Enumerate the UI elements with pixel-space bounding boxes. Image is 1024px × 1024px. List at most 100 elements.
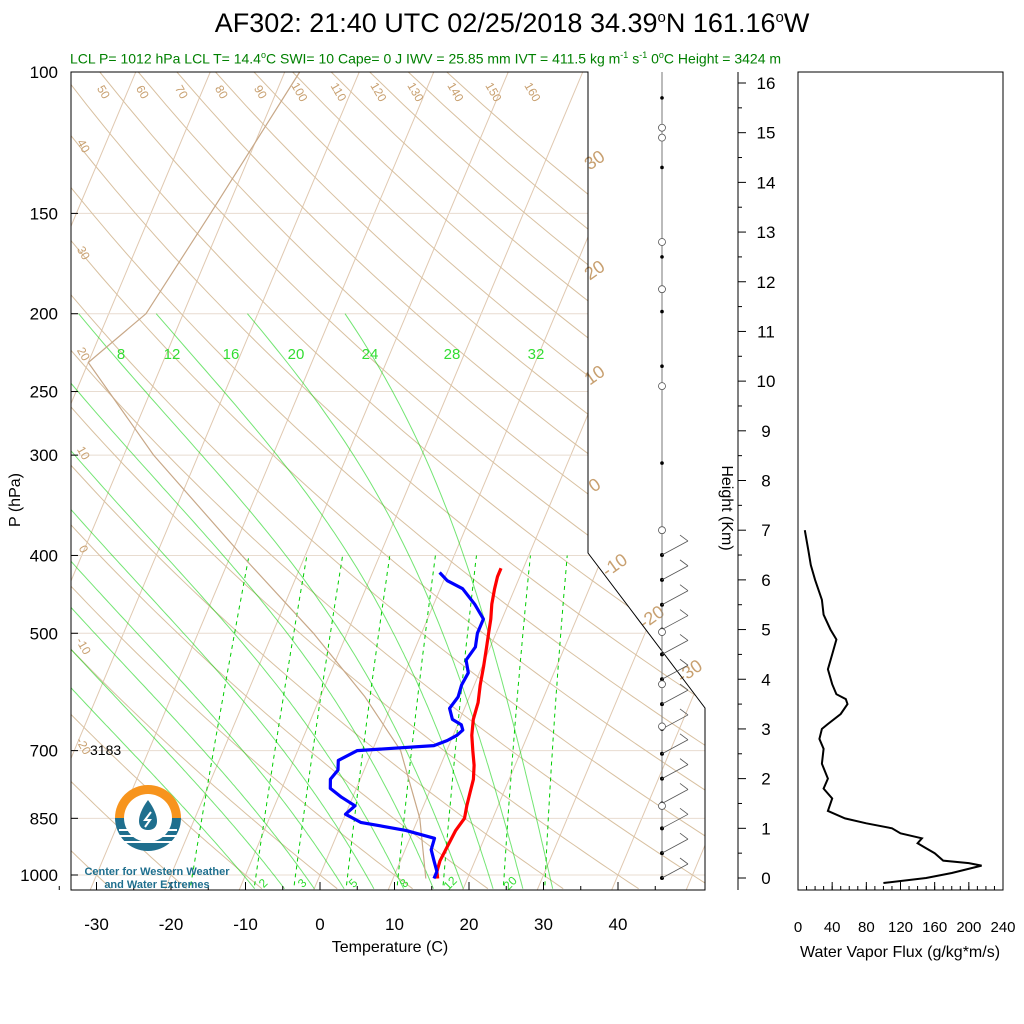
wind-barb — [661, 863, 689, 879]
height-tick-label: 11 — [757, 322, 775, 341]
dry-adiabat-label: 60 — [133, 83, 152, 102]
calm-wind-marker — [658, 628, 666, 636]
moist-adiabat-line — [71, 313, 405, 889]
dry-adiabat-line — [71, 72, 263, 890]
wind-point — [660, 364, 664, 369]
x-tick-label: 0 — [315, 915, 324, 934]
isotherm-right-label: -10 — [598, 549, 631, 580]
flux-tick-label: 80 — [858, 919, 875, 936]
calm-wind-marker — [658, 238, 666, 246]
wind-barb-flag — [679, 857, 689, 865]
mixing-ratio-line — [293, 555, 344, 886]
height-tick-label: 13 — [757, 223, 776, 242]
dry-adiabat-label: 110 — [328, 80, 350, 104]
title-lon: 161.16 — [692, 8, 776, 38]
mixing-ratio-line — [396, 555, 436, 886]
wind-point — [660, 461, 664, 465]
dry-adiabat-line — [71, 72, 705, 890]
height-tick-label: 4 — [761, 670, 770, 689]
mixing-ratio-line — [503, 555, 531, 886]
height-tick-label: 2 — [761, 770, 770, 789]
wind-barb-flag — [679, 584, 689, 592]
calm-wind-marker — [658, 123, 666, 132]
height-axis-title: Height (Km) — [718, 465, 735, 550]
height-tick-label: 10 — [757, 372, 776, 391]
flux-tick-label: 200 — [956, 919, 981, 936]
isotherm-line — [0, 35, 2, 892]
y-tick-label: 500 — [30, 624, 58, 643]
dry-adiabat-label: 150 — [482, 80, 504, 105]
wind-barb — [661, 714, 689, 730]
stats-part3: 0 — [647, 50, 659, 67]
moist-adiabat-label: 12 — [164, 346, 181, 363]
flux-panel: 0 40 80 120 160 200 240 Water Vapor Flux (g/kg*… — [794, 71, 1016, 961]
dry-adiabat-line — [71, 72, 705, 890]
wind-panel — [658, 72, 689, 880]
dry-adiabat-line — [71, 72, 564, 890]
chart-title: AF302: 21:40 UTC 02/25/2018 34.39oN 161.… — [0, 8, 1024, 39]
flux-tick-label: 40 — [824, 919, 841, 936]
height-tick-label: 9 — [761, 422, 770, 441]
mixing-ratio-label: 3 — [295, 876, 310, 891]
calm-wind-marker — [658, 526, 666, 535]
height-tick-label: 3 — [761, 720, 770, 739]
height-tick-label: 0 — [761, 869, 770, 888]
logo-line2: and Water Extremes — [104, 879, 210, 891]
wind-barb — [661, 590, 689, 606]
wind-barb-flag — [679, 733, 689, 741]
isotherm-right-label: 10 — [581, 361, 609, 389]
dry-adiabat-line — [71, 72, 705, 890]
isotherm-line — [312, 72, 674, 890]
y-tick-label: 250 — [30, 383, 58, 402]
parcel-profile-line — [87, 71, 427, 879]
calm-wind-marker — [658, 382, 666, 390]
wind-barb-flag — [679, 708, 689, 716]
y-tick-label: 200 — [30, 305, 58, 324]
dewpoint-profile-line — [328, 571, 485, 880]
wind-barb-flag — [679, 559, 689, 567]
x-tick-label: -30 — [84, 915, 109, 934]
calm-wind-marker — [658, 680, 666, 689]
title-lat-hem: N — [665, 8, 686, 38]
x-tick-label: 10 — [385, 915, 404, 934]
height-tick-label: 6 — [761, 571, 770, 590]
wind-barb — [661, 540, 689, 556]
title-lon-hem: W — [783, 8, 810, 38]
wind-barb — [661, 764, 689, 779]
isotherm-line — [163, 72, 525, 890]
height-tick-label: 12 — [757, 273, 776, 292]
wind-barb-flag — [679, 683, 689, 691]
moist-adiabat-line — [155, 313, 494, 889]
x-tick-label: -10 — [233, 915, 258, 934]
isotherm-line — [88, 72, 450, 890]
mixing-ratio-label: 8 — [397, 876, 412, 891]
stats-deg: o — [260, 50, 266, 60]
dry-adiabat-label: 90 — [251, 83, 270, 102]
height-tick-label: 14 — [757, 173, 776, 192]
wind-barb-flag — [679, 658, 689, 666]
mixing-ratio-label: 2 — [256, 876, 271, 891]
height-tick-label: 5 — [761, 621, 770, 640]
sounding-stats: LCL P= 1012 hPa LCL T= 14.4oC SWI= 10 Ca… — [70, 50, 781, 67]
stats-exp2: -1 — [639, 50, 648, 60]
isotherm-line — [71, 72, 227, 890]
skewt-profiles — [87, 71, 503, 880]
dry-adiabat-line — [71, 72, 413, 890]
title-flight: AF302: 21:40 UTC 02/25/2018 — [214, 8, 583, 38]
mixing-ratio-label: 5 — [346, 876, 361, 891]
dry-adiabat-line — [71, 72, 639, 890]
moist-adiabat-line — [344, 313, 554, 889]
isotherm-line — [71, 72, 376, 890]
wind-point — [660, 255, 664, 259]
wind-barb — [661, 664, 689, 680]
x-axis-title: Temperature (C) — [332, 939, 448, 956]
dry-adiabat-label: 50 — [94, 83, 113, 102]
stats-s: s — [628, 50, 640, 67]
title-lon-deg: o — [775, 9, 784, 26]
isotherm-left-label: -10 — [73, 635, 94, 657]
stats-part2: C SWI= 10 Cape= 0 J IWV = 25.85 mm IVT =… — [265, 50, 621, 67]
wind-barb-flag — [679, 758, 689, 765]
y-tick-label: 700 — [30, 742, 58, 761]
moist-adiabat-label: 24 — [362, 346, 379, 363]
